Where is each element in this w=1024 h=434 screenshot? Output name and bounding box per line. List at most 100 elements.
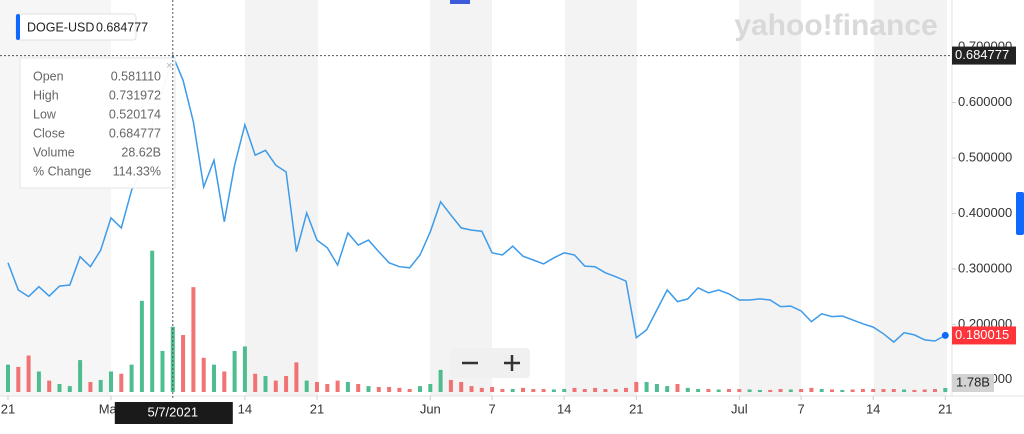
- volume-bar: [88, 381, 93, 392]
- volume-bar: [933, 389, 937, 392]
- x-tick-label: 7: [797, 401, 804, 416]
- stripe: [565, 0, 637, 396]
- x-tick-label: 7: [488, 401, 495, 416]
- volume-bar: [881, 389, 886, 392]
- volume-bar: [634, 381, 639, 392]
- x-tick-label: 14: [557, 401, 571, 416]
- volume-bar: [716, 389, 721, 392]
- volume-bar: [521, 387, 525, 392]
- volume-bar: [160, 350, 165, 392]
- volume-bar: [47, 380, 52, 392]
- volume-bar: [603, 389, 608, 392]
- volume-bar: [36, 371, 41, 392]
- volume-bar: [727, 389, 731, 392]
- volume-bar: [315, 381, 319, 392]
- volume-bar: [78, 360, 83, 392]
- x-tick-label: 21: [629, 401, 643, 416]
- volume-bar: [242, 346, 247, 392]
- volume-bar: [510, 389, 515, 392]
- y-tick-label: 0.300000: [958, 260, 1012, 275]
- volume-bar: [263, 376, 268, 392]
- tooltip-close[interactable]: ×: [166, 60, 172, 72]
- side-tab[interactable]: [1016, 192, 1024, 235]
- volume-bar: [98, 379, 103, 392]
- volume-bar: [675, 384, 680, 392]
- volume-bar: [541, 389, 546, 392]
- volume-bar: [119, 373, 124, 392]
- volume-bar: [191, 287, 196, 392]
- tooltip-value: 114.33%: [113, 164, 161, 178]
- volume-bar: [448, 379, 453, 392]
- watermark: yahoo!finance: [734, 9, 937, 42]
- volume-bar: [345, 381, 350, 392]
- volume-bar: [294, 362, 299, 392]
- volume-bar: [860, 389, 865, 392]
- volume-bar: [438, 369, 443, 392]
- tooltip-label: Low: [33, 107, 57, 121]
- tooltip-value: 0.684777: [109, 126, 161, 140]
- last-price: 0.180015: [955, 327, 1009, 342]
- x-tick-label: Jun: [420, 401, 441, 416]
- crosshair-date-box: [114, 402, 233, 424]
- volume-bar: [593, 387, 598, 392]
- volume-bar: [397, 387, 402, 392]
- volume-bar: [16, 366, 21, 392]
- volume-bar: [665, 386, 670, 392]
- volume-bar: [871, 389, 876, 392]
- tooltip-value: 0.520174: [109, 107, 161, 121]
- volume-bar: [304, 380, 309, 392]
- volume-bar: [325, 384, 330, 392]
- volume-bar: [222, 371, 227, 392]
- volume-bar: [418, 386, 422, 392]
- volume-bar: [624, 387, 628, 392]
- volume-bar: [902, 389, 907, 392]
- tooltip: × Open 0.581110 High 0.731972 Low 0.520174 Clo…: [19, 57, 176, 189]
- volume-bar: [407, 389, 412, 392]
- volume-bar: [850, 389, 855, 392]
- volume-bar: [819, 389, 824, 392]
- tooltip-value: 28.62B: [121, 145, 161, 159]
- volume-bar: [335, 380, 340, 392]
- volume-bar: [366, 386, 371, 392]
- legend-symbol: DOGE-USD: [27, 20, 94, 34]
- volume-bar: [273, 380, 278, 392]
- crosshair-date: 5/7/2021: [147, 404, 198, 419]
- stripe: [430, 0, 492, 396]
- volume-bar: [654, 384, 659, 392]
- volume-bar: [572, 387, 577, 392]
- volume-bar: [6, 364, 10, 392]
- last-volume-box: [952, 374, 994, 392]
- week-stripes: [245, 0, 947, 396]
- zoom-controls: [450, 348, 530, 378]
- crosshair-value-box: [952, 46, 1016, 65]
- last-volume: 1.78B: [956, 374, 990, 389]
- volume-bar: [943, 387, 948, 392]
- volume-bar: [387, 386, 392, 392]
- volume-bar: [201, 357, 206, 392]
- tooltip-label: Close: [33, 126, 65, 140]
- zoom-bg: [450, 348, 530, 378]
- volume-bar: [26, 355, 31, 392]
- volume-bar: [840, 389, 845, 392]
- volume-bar: [459, 381, 464, 392]
- tooltip-label: High: [33, 88, 59, 102]
- crosshair-value: 0.684777: [955, 47, 1009, 62]
- volume-bar: [181, 335, 186, 392]
- volume-bar: [376, 386, 381, 392]
- volume-bar: [788, 389, 793, 392]
- volume-bar: [696, 389, 701, 392]
- volume-bar: [551, 389, 556, 392]
- volume-bar: [562, 389, 567, 392]
- volume-bar: [582, 389, 587, 392]
- tooltip-value: 0.581110: [111, 69, 161, 83]
- top-tab[interactable]: [450, 0, 470, 4]
- volume-bar: [170, 326, 175, 392]
- legend-value: 0.684777: [96, 20, 148, 34]
- volume-bar: [428, 384, 433, 392]
- volume-bar: [500, 389, 505, 392]
- volume-bar: [613, 389, 618, 392]
- x-tick-label: 21: [310, 401, 324, 416]
- volume-bar: [531, 389, 536, 392]
- volume-layer: [6, 250, 948, 392]
